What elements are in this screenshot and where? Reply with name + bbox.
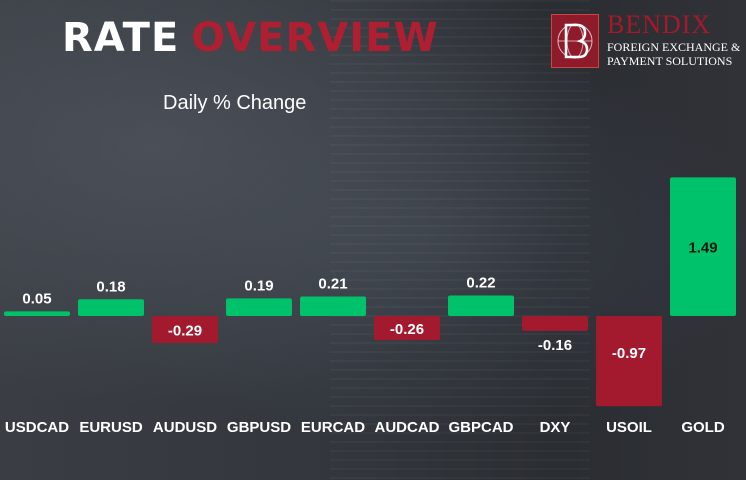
bar-eurcad <box>300 296 366 316</box>
logo-tagline-line2: PAYMENT SOLUTIONS <box>607 54 733 68</box>
category-label-gbpusd: GBPUSD <box>227 419 291 436</box>
bar-dxy <box>522 316 588 331</box>
bendix-logo-mark <box>551 14 599 68</box>
bar-gbpusd <box>226 298 292 316</box>
category-label-dxy: DXY <box>540 419 571 436</box>
bar-audusd <box>152 316 218 343</box>
title-rate: RATE <box>62 15 180 61</box>
category-label-usoil: USOIL <box>606 419 652 436</box>
logo-tagline: FOREIGN EXCHANGE & PAYMENT SOLUTIONS <box>607 40 740 68</box>
bar-usoil <box>596 316 662 407</box>
title-overview: OVERVIEW <box>191 15 439 61</box>
data-label-eurcad: 0.21 <box>318 275 347 292</box>
data-label-eurusd: 0.18 <box>96 278 125 295</box>
data-label-usoil: -0.97 <box>612 345 646 362</box>
data-label-gold: 1.49 <box>688 240 717 257</box>
chart-subtitle: Daily % Change <box>163 92 307 114</box>
bar-eurusd <box>78 299 144 316</box>
category-label-audcad: AUDCAD <box>375 419 440 436</box>
data-label-usdcad: 0.05 <box>22 290 51 307</box>
category-label-eurcad: EURCAD <box>301 419 365 436</box>
bar-gold <box>670 177 736 316</box>
data-label-audusd: -0.29 <box>168 322 202 339</box>
data-label-gbpcad: 0.22 <box>466 275 495 292</box>
page-title: RATE OVERVIEW <box>62 18 439 58</box>
category-label-eurusd: EURUSD <box>79 419 143 436</box>
data-label-dxy: -0.16 <box>538 337 572 354</box>
data-label-audcad: -0.26 <box>390 321 424 338</box>
bar-gbpcad <box>448 295 514 316</box>
bar-usdcad <box>4 311 70 316</box>
data-label-gbpusd: 0.19 <box>244 277 273 294</box>
bar-audcad <box>374 316 440 341</box>
category-label-usdcad: USDCAD <box>5 419 69 436</box>
background-ticker-texture <box>330 0 590 480</box>
category-label-audusd: AUDUSD <box>153 419 217 436</box>
category-label-gold: GOLD <box>681 419 724 436</box>
bendix-logo: BENDIX FOREIGN EXCHANGE & PAYMENT SOLUTI… <box>551 10 741 74</box>
category-label-gbpcad: GBPCAD <box>448 419 513 436</box>
logo-name: BENDIX <box>607 10 712 39</box>
logo-tagline-line1: FOREIGN EXCHANGE & <box>607 40 741 54</box>
